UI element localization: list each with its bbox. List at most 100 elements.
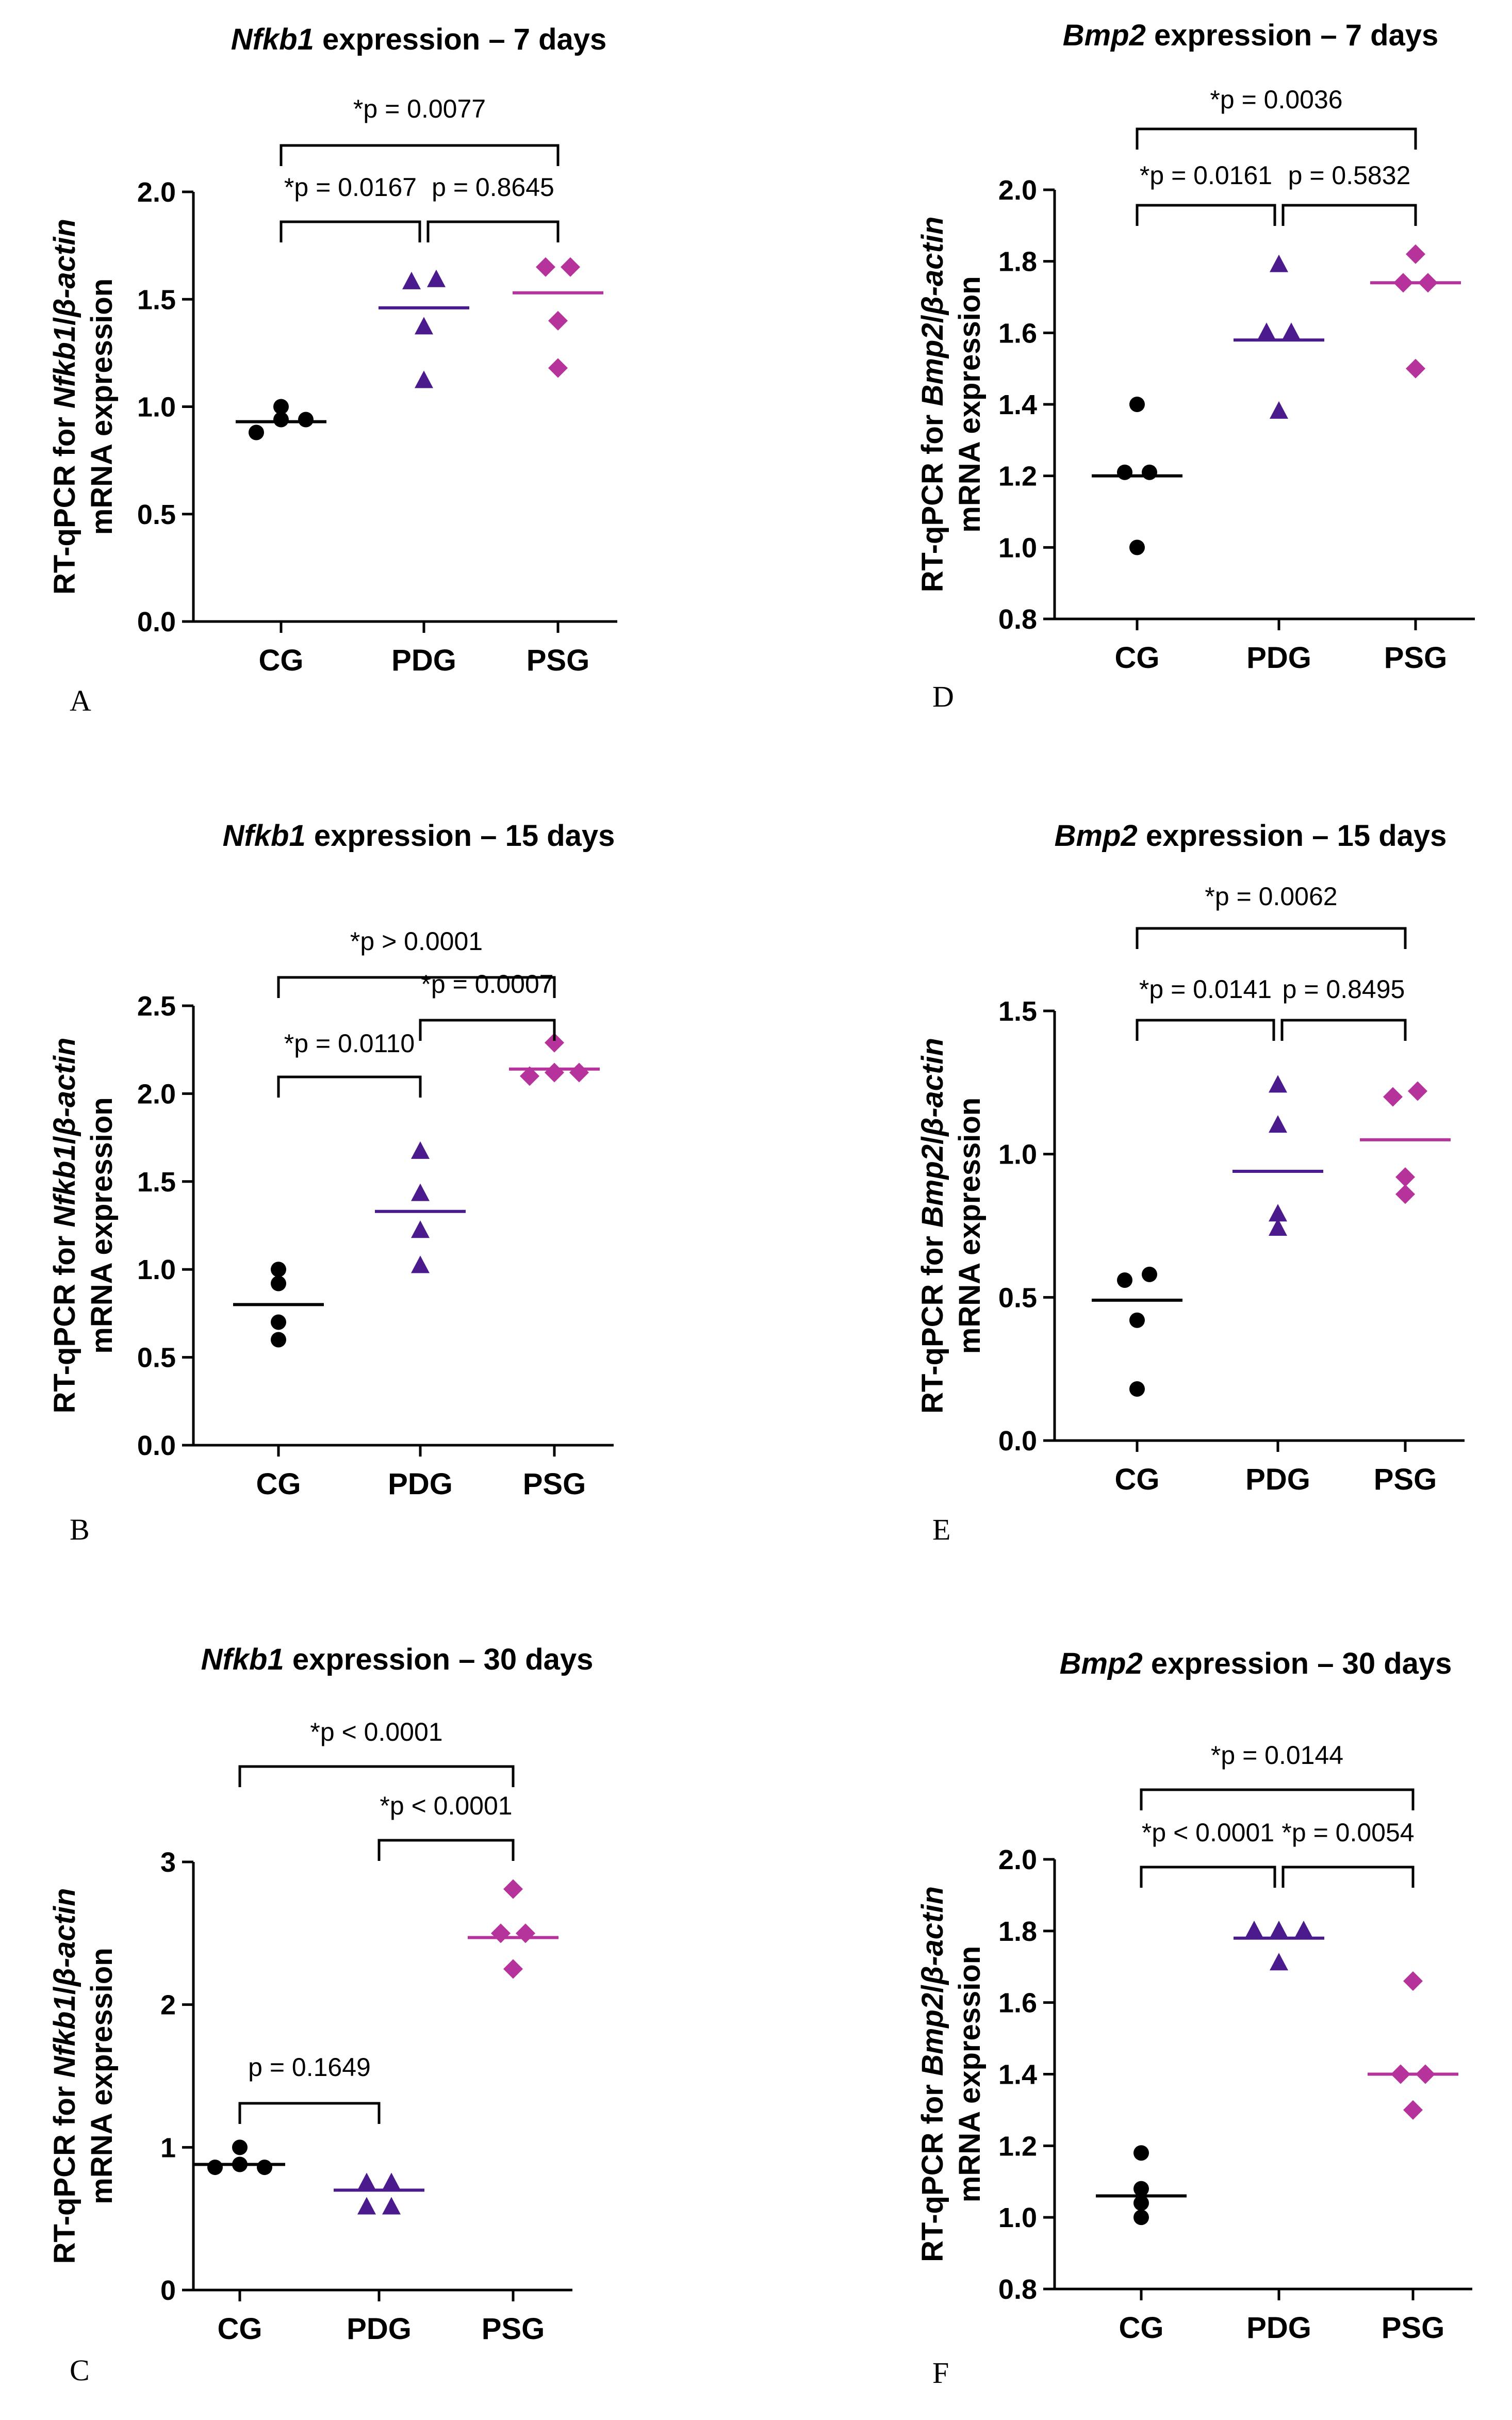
panel-b: Nfkb1 expression – 15 days RT-qPCR for Nf… [48, 819, 615, 1546]
y-tick-label: 2.0 [137, 177, 176, 208]
p-value-label: *p < 0.0001 [380, 1791, 512, 1820]
point-pdg [357, 2197, 376, 2215]
significance-bracket [277, 1075, 422, 1098]
point-cg [298, 412, 314, 428]
point-psg [1403, 2100, 1423, 2120]
point-cg [257, 2160, 272, 2176]
point-pdg [1270, 1953, 1288, 1971]
y-axis-label-line2: mRNA expression [85, 279, 119, 535]
point-psg [1406, 358, 1425, 379]
y-tick-label: 0.8 [998, 604, 1037, 635]
point-pdg [1269, 1115, 1287, 1133]
y-tick-label: 2.0 [998, 1844, 1037, 1875]
panel-letter: C [70, 2353, 90, 2387]
point-pdg [357, 2172, 376, 2190]
y-axis-label-line2: mRNA expression [953, 1946, 987, 2202]
x-tick-label-cg: CG [218, 2312, 262, 2346]
point-cg [1129, 1312, 1145, 1328]
panel-letter: F [932, 2356, 949, 2390]
significance-bracket [1136, 1019, 1275, 1041]
significance-bracket [238, 2102, 381, 2124]
y-tick-label: 1.6 [998, 318, 1037, 349]
point-cg [1117, 1272, 1132, 1288]
significance-bracket [1136, 927, 1407, 949]
x-tick-label-cg: CG [1115, 1463, 1160, 1496]
y-tick-label: 1 [160, 2132, 176, 2163]
p-value-label: *p = 0.0144 [1211, 1741, 1343, 1770]
point-pdg [411, 1255, 430, 1273]
panel-a: Nfkb1 expression – 7 days RT-qPCR for Nfk… [48, 23, 617, 717]
y-tick-label: 0.5 [998, 1282, 1037, 1313]
y-tick-label: 1.6 [998, 1988, 1037, 2019]
significance-bracket [1280, 1019, 1407, 1041]
p-value-label: *p = 0.0141 [1139, 975, 1272, 1004]
y-tick-label: 1.0 [998, 532, 1037, 563]
significance-bracket [280, 144, 560, 166]
x-tick-label-pdg: PDG [388, 1467, 453, 1501]
y-axis-label: RT-qPCR for Bmp2/β-actin [916, 1886, 949, 2262]
panel-title: Bmp2 expression – 30 days [1060, 1647, 1452, 1680]
point-cg [271, 1262, 286, 1278]
panel-e: Bmp2 expression – 15 days RT-qPCR for Bmp… [916, 819, 1465, 1546]
point-cg [273, 399, 289, 415]
point-cg [273, 412, 289, 428]
significance-bracket [1136, 204, 1276, 226]
point-psg [1395, 1167, 1415, 1187]
p-value-label: *p = 0.0167 [284, 173, 417, 202]
x-tick-label-psg: PSG [523, 1467, 586, 1501]
p-value-label: *p = 0.0036 [1210, 85, 1342, 114]
point-pdg [1269, 1204, 1287, 1222]
point-psg [545, 1062, 564, 1083]
point-psg [545, 1033, 564, 1053]
point-pdg [411, 1141, 430, 1159]
panel-f: Bmp2 expression – 30 days RT-qPCR for Bmp… [916, 1647, 1472, 2390]
point-pdg [1294, 1920, 1313, 1938]
x-tick-label-pdg: PDG [1246, 2311, 1311, 2345]
y-tick-label: 1.2 [998, 2131, 1037, 2162]
point-cg [1129, 1381, 1145, 1397]
panel-letter: B [70, 1513, 90, 1546]
y-axis-label: RT-qPCR for Nfkb1/β-actin [48, 1038, 81, 1414]
y-tick-label: 0.5 [137, 499, 176, 530]
point-pdg [411, 1220, 430, 1238]
point-psg [548, 310, 568, 331]
point-psg [548, 358, 568, 378]
panel-title: Bmp2 expression – 7 days [1063, 19, 1439, 52]
y-axis-label: RT-qPCR for Nfkb1/β-actin [48, 219, 81, 595]
p-value-label: p = 0.8645 [432, 173, 554, 202]
x-tick-label-cg: CG [1115, 641, 1160, 675]
significance-bracket [1140, 1866, 1276, 1888]
significance-bracket [419, 1019, 556, 1041]
y-tick-label: 1.0 [998, 2202, 1037, 2233]
x-tick-label-cg: CG [256, 1467, 301, 1501]
y-axis-label-line2: mRNA expression [85, 1948, 119, 2204]
x-tick-label-psg: PSG [1384, 641, 1448, 675]
x-tick-label-cg: CG [1119, 2311, 1164, 2345]
y-tick-label: 1.5 [137, 1167, 176, 1198]
point-pdg [382, 2197, 401, 2215]
y-tick-label: 1.5 [137, 284, 176, 315]
y-tick-label: 1.8 [998, 247, 1037, 277]
y-axis-label-line2: mRNA expression [953, 1098, 987, 1354]
y-tick-label: 2.5 [137, 991, 176, 1022]
p-value-label: *p < 0.0001 [310, 1718, 442, 1746]
panel-title: Nfkb1 expression – 15 days [223, 819, 615, 853]
y-tick-label: 0.5 [137, 1343, 176, 1373]
y-tick-label: 2 [160, 1990, 176, 2021]
y-axis-label-line2: mRNA expression [953, 276, 987, 532]
p-value-label: *p = 0.0110 [284, 1029, 415, 1058]
point-cg [207, 2160, 223, 2176]
y-tick-label: 1.2 [998, 461, 1037, 492]
y-tick-label: 1.8 [998, 1916, 1037, 1947]
point-psg [1395, 1184, 1415, 1204]
y-tick-label: 2.0 [137, 1078, 176, 1109]
point-pdg [1270, 1920, 1288, 1938]
y-tick-label: 1.4 [998, 2059, 1037, 2090]
point-cg [249, 424, 264, 440]
point-pdg [1245, 1920, 1263, 1938]
point-psg [561, 257, 580, 277]
point-pdg [382, 2172, 401, 2190]
point-psg [520, 1066, 539, 1086]
p-value-label: *p = 0.0161 [1140, 161, 1272, 190]
point-cg [1129, 397, 1145, 412]
